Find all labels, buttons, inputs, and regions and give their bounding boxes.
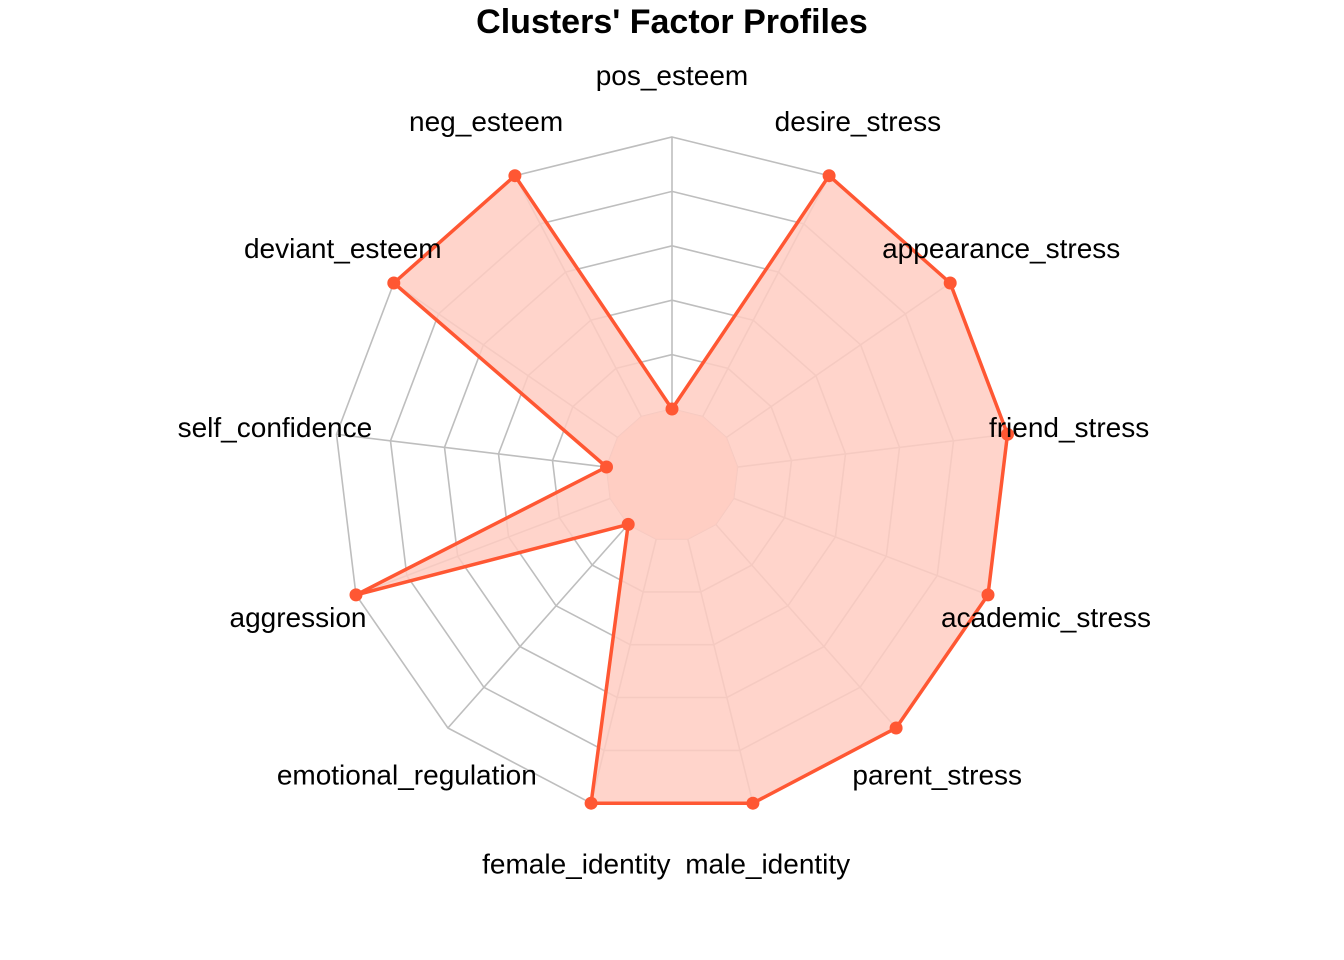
axis-label-neg_esteem: neg_esteem xyxy=(409,106,563,137)
axis-label-male_identity: male_identity xyxy=(685,848,850,879)
axis-label-deviant_esteem: deviant_esteem xyxy=(244,233,442,264)
point-parent_stress xyxy=(889,721,903,735)
series-center-fill-0 xyxy=(606,409,738,540)
point-deviant_esteem xyxy=(387,276,401,290)
chart-title: Clusters' Factor Profiles xyxy=(476,3,868,41)
point-self_confidence xyxy=(600,460,613,474)
point-emotional_regulation xyxy=(621,517,635,531)
point-friend_stress xyxy=(1001,427,1014,441)
spoke-self_confidence xyxy=(336,433,607,468)
spoke-emotional_regulation xyxy=(447,523,629,729)
axis-label-appearance_stress: appearance_stress xyxy=(882,233,1120,264)
radar-series xyxy=(349,169,1014,810)
axis-labels: pos_esteem desire_stress appearance_stress… xyxy=(178,60,1151,879)
point-desire_stress xyxy=(822,169,836,183)
point-academic_stress xyxy=(981,588,995,602)
axis-label-female_identity: female_identity xyxy=(482,848,670,879)
point-appearance_stress xyxy=(943,276,957,290)
point-pos_esteem xyxy=(665,402,679,416)
point-aggression xyxy=(349,588,363,602)
axis-label-pos_esteem: pos_esteem xyxy=(596,60,749,91)
axis-label-self_confidence: self_confidence xyxy=(178,412,373,443)
axis-label-emotional_regulation: emotional_regulation xyxy=(277,759,537,790)
point-female_identity xyxy=(584,796,598,810)
axis-label-parent_stress: parent_stress xyxy=(852,759,1022,790)
axis-label-academic_stress: academic_stress xyxy=(941,602,1151,633)
point-neg_esteem xyxy=(508,169,522,183)
axis-label-desire_stress: desire_stress xyxy=(775,106,942,137)
axis-label-aggression: aggression xyxy=(230,602,367,633)
series-line-0 xyxy=(354,173,1010,805)
point-male_identity xyxy=(746,796,760,810)
axis-label-friend_stress: friend_stress xyxy=(989,412,1149,443)
